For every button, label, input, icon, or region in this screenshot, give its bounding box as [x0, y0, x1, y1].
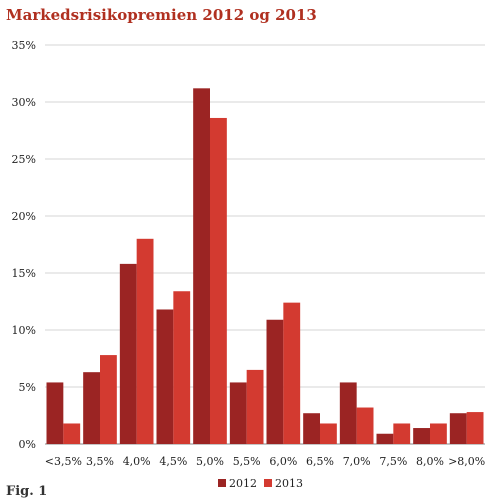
bar-2013 — [100, 355, 117, 444]
bar-2012 — [449, 413, 467, 444]
bar-2012 — [376, 433, 394, 444]
x-tick-label: 6,5% — [306, 455, 334, 468]
x-tick-label: 8,0% — [416, 455, 444, 468]
bar-2013 — [173, 291, 191, 444]
x-tick-label: 3,5% — [86, 455, 114, 468]
y-tick-label: 30% — [12, 96, 36, 109]
y-tick-label: 0% — [19, 438, 36, 451]
x-axis-ticks: <3,5% 3,5% 4,0% 4,5% 5,0% 5,5% 6,0% 6,5% 7,0% 7,5… — [45, 455, 486, 468]
legend-label: 2012 — [229, 477, 257, 490]
y-tick-label: 5% — [19, 381, 36, 394]
x-tick-label: 5,5% — [233, 455, 261, 468]
y-tick-label: 25% — [12, 153, 36, 166]
bar-2013 — [136, 238, 154, 444]
bar-2013 — [393, 423, 411, 444]
y-axis-ticks: 0% 5% 10% 15% 20% 25% 30% 35% — [12, 39, 36, 451]
bar-2012 — [119, 263, 137, 444]
chart-title: Markedsrisikopremien 2012 og 2013 — [6, 6, 317, 24]
bar-2012 — [413, 428, 430, 444]
x-tick-label: <3,5% — [45, 455, 82, 468]
x-tick-label: >8,0% — [448, 455, 485, 468]
y-tick-label: 15% — [12, 267, 36, 280]
bar-2012 — [83, 372, 100, 444]
x-tick-label: 4,0% — [123, 455, 151, 468]
bar-2012 — [156, 309, 174, 444]
legend-swatch-2012 — [218, 479, 226, 487]
bar-2012 — [339, 382, 357, 444]
grid-lines — [45, 44, 485, 445]
x-tick-label: 4,5% — [159, 455, 187, 468]
x-tick-label: 6,0% — [269, 455, 297, 468]
bar-2013 — [283, 302, 301, 444]
figure-caption: Fig. 1 — [6, 484, 48, 499]
y-tick-label: 20% — [12, 210, 36, 223]
bars — [46, 88, 484, 445]
x-tick-label: 5,0% — [196, 455, 224, 468]
bar-2012 — [229, 382, 247, 444]
bar-2012 — [303, 413, 320, 444]
legend-label: 2013 — [275, 477, 303, 490]
y-tick-label: 10% — [12, 324, 36, 337]
x-tick-label: 7,0% — [343, 455, 371, 468]
x-tick-label: 7,5% — [379, 455, 407, 468]
bar-2013 — [210, 117, 227, 445]
y-tick-label: 35% — [12, 39, 36, 52]
bar-2012 — [193, 88, 210, 444]
bar-2013 — [430, 423, 447, 444]
bar-2013 — [466, 412, 484, 444]
bar-2013 — [320, 423, 337, 444]
bar-2013 — [356, 407, 374, 444]
bar-2012 — [46, 382, 64, 444]
legend-swatch-2013 — [264, 479, 272, 487]
bar-2013 — [246, 369, 264, 444]
legend: 2012 2013 — [218, 477, 303, 490]
bar-2012 — [266, 319, 284, 444]
bar-2013 — [63, 423, 81, 444]
